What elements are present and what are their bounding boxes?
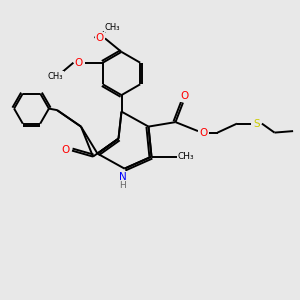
Text: CH₃: CH₃: [178, 152, 194, 161]
Text: O: O: [75, 58, 83, 68]
Text: N: N: [119, 172, 127, 182]
Text: CH₃: CH₃: [48, 72, 63, 81]
Text: S: S: [253, 118, 260, 129]
Text: O: O: [199, 128, 208, 138]
Text: O: O: [180, 91, 189, 101]
Text: H: H: [120, 181, 126, 190]
Text: O: O: [62, 145, 70, 155]
Text: O: O: [95, 33, 104, 43]
Text: CH₃: CH₃: [105, 23, 120, 32]
